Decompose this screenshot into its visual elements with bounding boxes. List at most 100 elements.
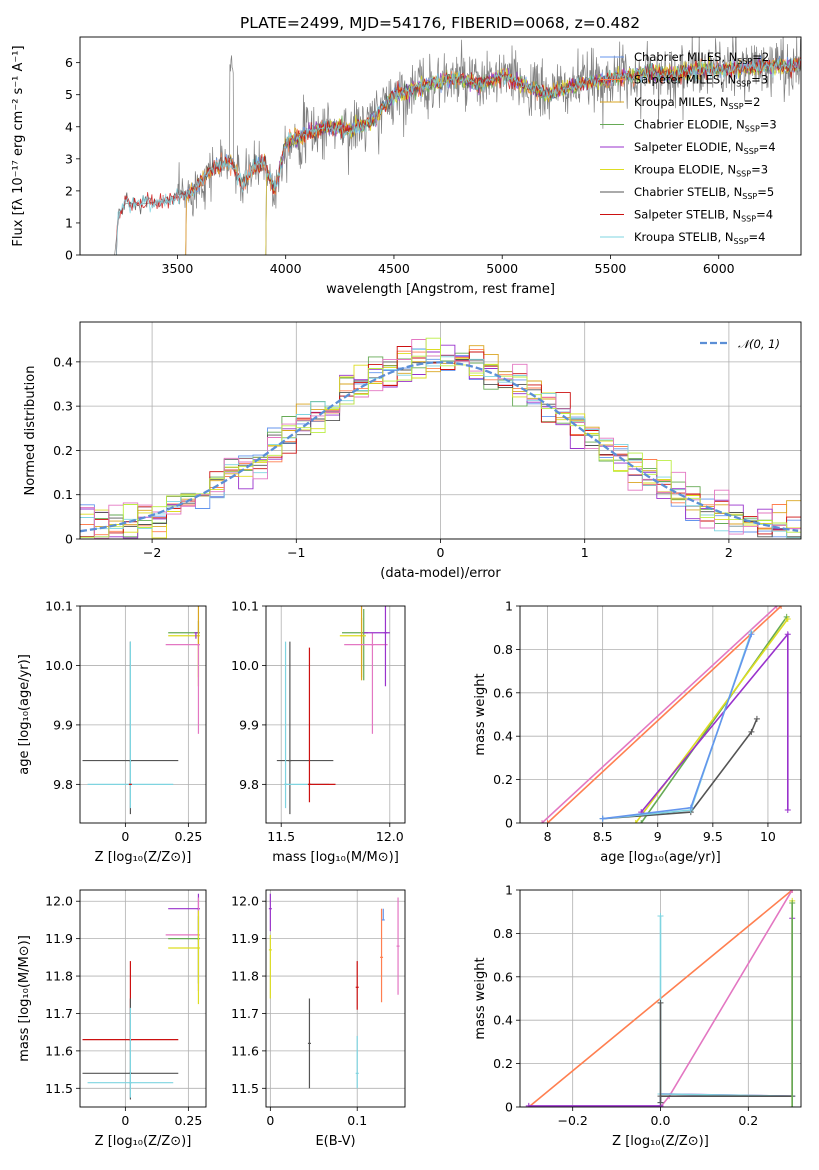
- x-tick-label: 8: [544, 829, 552, 844]
- y-axis-label: mass [log₁₀(M/M⊙)]: [17, 935, 32, 1062]
- y-tick-label: 10.0: [45, 658, 73, 673]
- grid: [266, 890, 405, 1107]
- x-tick-label: 1: [581, 545, 589, 560]
- cumulative-line: [659, 890, 793, 1107]
- y-tick-label: 12.0: [45, 894, 73, 909]
- plot-area: [80, 606, 206, 823]
- x-tick-label: 4500: [378, 261, 410, 276]
- x-axis-label: Z [log₁₀(Z/Z⊙)]: [95, 850, 192, 865]
- legend-suffix: =4: [756, 208, 773, 222]
- y-tick-label: 10.0: [231, 658, 259, 673]
- plus-marker: [784, 631, 791, 638]
- data-layer: [539, 606, 791, 823]
- x-tick-label: 12.0: [376, 829, 404, 844]
- y-tick-label: 0.8: [493, 642, 513, 657]
- axes-frame: [79, 605, 207, 824]
- data-layer: [525, 890, 796, 1107]
- x-tick-label: 8.5: [593, 829, 613, 844]
- axes-spectrum: 3500 4000 4500 5000 5500 6000 0 1 2 3 4 5 6 wavelengt…: [11, 36, 802, 297]
- y-tick-label: 6: [65, 55, 73, 70]
- y-tick-label: 0.6: [493, 969, 513, 984]
- x-tick-label: 5500: [595, 261, 627, 276]
- legend-text: Kroupa STELIB, N: [634, 230, 734, 244]
- y-tick-label: 0.2: [493, 772, 513, 787]
- legend-subscript: SSP: [737, 57, 752, 66]
- legend-suffix: =3: [751, 73, 768, 87]
- grid: [80, 890, 206, 1107]
- legend-text: Kroupa MILES, N: [634, 95, 729, 109]
- legend-subscript: SSP: [741, 215, 756, 224]
- plot-area: [114, 37, 801, 255]
- x-tick-label: 6000: [703, 261, 735, 276]
- data-layer: [276, 606, 390, 815]
- legend-label: Salpeter STELIB, NSSP=4: [634, 208, 773, 224]
- legend-subscript: SSP: [734, 237, 749, 246]
- x-tick-label: 9.5: [703, 829, 723, 844]
- plus-marker: [753, 715, 760, 722]
- x-tick-label: −1: [287, 545, 305, 560]
- x-tick-label: 0: [121, 829, 129, 844]
- y-tick-label: 5: [65, 87, 73, 102]
- y-axis-label: Normed distribution: [23, 366, 38, 496]
- data-layer: [80, 337, 801, 539]
- plus-marker: [789, 900, 796, 907]
- data-layer: [82, 606, 200, 815]
- y-tick-label: 2: [65, 183, 73, 198]
- x-tick-label: −0.2: [558, 1113, 588, 1128]
- y-tick-label: 0.6: [493, 685, 513, 700]
- legend-label: Salpeter ELODIE, NSSP=4: [634, 140, 776, 156]
- y-tick-label: 1: [65, 215, 73, 230]
- axes-age-vs-Z: 0 0.25 9.8 9.9 10.0 10.1 Z [log₁₀(Z/Z⊙)] age [l…: [17, 599, 207, 865]
- x-axis-label: wavelength [Angstrom, rest frame]: [326, 282, 555, 297]
- plus-marker: [544, 820, 551, 823]
- cumulative-line: [659, 1002, 793, 1103]
- plot-area: [266, 890, 405, 1107]
- axes-residuals: −2 −1 0 1 2 0 0.1 0.2 0.3 0.4 (data-model)/error No…: [23, 321, 802, 581]
- legend-text: Salpeter STELIB, N: [634, 208, 741, 222]
- x-tick-label: 0.2: [738, 1113, 758, 1128]
- plus-marker: [784, 616, 791, 623]
- legend-label: Kroupa MILES, NSSP=2: [634, 95, 760, 111]
- x-axis-label: age [log₁₀(age/yr)]: [600, 850, 721, 865]
- x-tick-label: 0: [437, 545, 445, 560]
- legend-suffix: =3: [760, 118, 777, 132]
- y-tick-label: 0: [505, 816, 513, 831]
- y-axis-label: mass weight: [473, 673, 488, 755]
- legend-text: Kroupa ELODIE, N: [634, 163, 736, 177]
- plus-marker: [784, 806, 791, 813]
- y-tick-label: 9.8: [53, 777, 73, 792]
- y-tick-label: 11.6: [231, 1043, 259, 1058]
- legend-subscript: SSP: [745, 125, 760, 134]
- y-axis-label: Flux [fλ 10⁻¹⁷ erg cm⁻² s⁻¹ A⁻¹]: [11, 45, 26, 246]
- legend-suffix: =2: [744, 95, 761, 109]
- plus-marker: [773, 606, 780, 609]
- plot-area: [80, 890, 206, 1107]
- legend-text: Salpeter ELODIE, N: [634, 140, 744, 154]
- legend-label: 𝒩(0, 1): [738, 337, 780, 351]
- legend-label: Chabrier STELIB, NSSP=5: [634, 185, 774, 201]
- y-tick-label: 11.6: [45, 1043, 73, 1058]
- y-tick-label: 11.9: [45, 931, 73, 946]
- y-tick-label: 9.8: [239, 777, 259, 792]
- axes-frame: [519, 605, 802, 824]
- grid: [266, 606, 405, 823]
- x-tick-label: −2: [143, 545, 161, 560]
- y-tick-label: 0.4: [53, 354, 73, 369]
- y-tick-label: 11.7: [231, 1006, 259, 1021]
- x-tick-label: 5000: [486, 261, 518, 276]
- legend-label: Kroupa STELIB, NSSP=4: [634, 230, 765, 246]
- axes-frame: [79, 889, 207, 1108]
- x-tick-label: 11.5: [267, 829, 295, 844]
- y-tick-label: 11.5: [231, 1081, 259, 1096]
- y-tick-label: 0.8: [493, 926, 513, 941]
- legend-suffix: =2: [752, 50, 769, 64]
- cumulative-line: [602, 633, 753, 820]
- plus-marker: [525, 1102, 532, 1107]
- axes-mass-vs-Z: 0 0.25 11.5 11.6 11.7 11.8 11.9 12.0 Z [log₁₀(Z/…: [17, 889, 207, 1149]
- figure-title: PLATE=2499, MJD=54176, FIBERID=0068, z=0…: [240, 14, 640, 32]
- x-axis-label: E(B-V): [315, 1134, 355, 1149]
- plus-marker: [789, 890, 796, 893]
- y-tick-label: 9.9: [53, 717, 73, 732]
- plus-marker: [599, 815, 606, 822]
